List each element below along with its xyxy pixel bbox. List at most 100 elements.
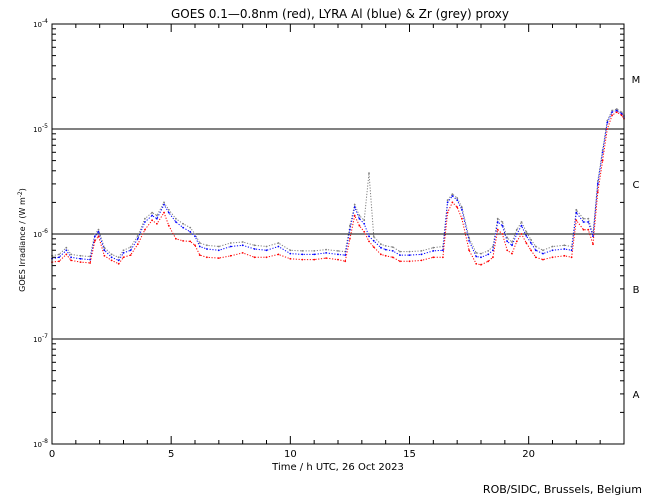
y-axis-ticks: 10-8 10-7 10-6 10-5 10-4 (33, 18, 624, 449)
data-point-lyra_zr (117, 256, 120, 259)
y-axis-label-main: GOES Irradiance / (W m (18, 197, 27, 292)
data-point-lyra_al (611, 111, 613, 113)
data-point-goes (144, 228, 146, 231)
data-point-lyra_zr (525, 230, 528, 233)
data-point-goes (520, 233, 523, 235)
data-point-goes (530, 249, 532, 252)
data-point-lyra_al (384, 248, 387, 251)
data-point-lyra_zr (487, 250, 490, 252)
data-point-lyra_al (468, 240, 470, 242)
data-point-lyra_al (110, 256, 113, 259)
data-point-lyra_al (496, 221, 499, 223)
y-axis-label-close: ) (18, 188, 27, 191)
data-point-goes (301, 258, 304, 261)
data-point-goes (163, 211, 165, 214)
data-point-goes (511, 252, 513, 255)
x-tick-label: 5 (168, 449, 174, 460)
data-point-lyra_zr (182, 222, 185, 225)
data-point-lyra_al (151, 214, 154, 217)
series-layer (51, 108, 625, 266)
data-point-goes (313, 258, 316, 261)
data-point-goes (525, 242, 528, 244)
data-point-lyra_zr (103, 246, 106, 249)
data-point-lyra_zr (480, 252, 482, 255)
data-point-goes (325, 257, 327, 259)
data-point-goes (615, 111, 618, 113)
data-point-lyra_al (65, 249, 68, 252)
data-point-lyra_al (349, 228, 351, 231)
data-point-lyra_al (511, 244, 513, 247)
data-point-goes (70, 259, 72, 262)
data-point-lyra_al (592, 235, 594, 238)
data-point-lyra_al (368, 235, 370, 238)
data-point-lyra_al (615, 109, 618, 112)
data-point-lyra_al (551, 249, 554, 252)
data-point-lyra_zr (206, 244, 208, 247)
credit-text: ROB/SIDC, Brussels, Belgium (483, 483, 642, 496)
data-point-lyra_zr (241, 241, 244, 243)
data-point-goes (136, 243, 139, 246)
data-point-lyra_zr (391, 246, 394, 249)
data-point-lyra_zr (289, 249, 292, 252)
data-point-goes (475, 262, 478, 265)
data-point-lyra_zr (520, 221, 523, 223)
data-point-lyra_zr (163, 201, 165, 204)
data-point-lyra_zr (129, 246, 132, 249)
flare-class-label-0: A (633, 390, 640, 401)
series-lyra_zr (51, 108, 625, 259)
data-point-lyra_zr (229, 242, 232, 244)
data-point-goes (189, 240, 192, 243)
data-point-goes (182, 240, 185, 242)
data-point-lyra_al (620, 112, 623, 115)
data-point-goes (194, 244, 196, 247)
data-point-lyra_zr (420, 250, 423, 252)
data-point-goes (229, 254, 232, 257)
data-point-lyra_zr (94, 233, 96, 235)
data-point-lyra_zr (301, 250, 304, 252)
data-point-lyra_al (313, 253, 316, 256)
data-point-goes (156, 222, 158, 225)
data-point-goes (515, 240, 518, 243)
data-point-lyra_zr (110, 253, 113, 256)
data-point-goes (117, 262, 120, 265)
data-point-goes (432, 256, 435, 259)
data-point-goes (487, 260, 490, 263)
data-point-goes (606, 128, 609, 130)
data-point-lyra_al (241, 244, 244, 247)
data-point-goes (363, 230, 366, 233)
data-point-lyra_zr (596, 180, 599, 182)
data-point-lyra_al (420, 253, 423, 256)
series-line-lyra_al (51, 109, 625, 262)
data-point-lyra_zr (380, 243, 382, 246)
y-axis-label: GOES Irradiance / (W m-2) (17, 188, 27, 292)
data-point-lyra_zr (313, 250, 316, 252)
chart-title: GOES 0.1—0.8nm (red), LYRA Al (blue) & Z… (171, 7, 509, 21)
data-point-goes (534, 256, 537, 259)
data-point-lyra_zr (337, 250, 339, 252)
data-point-lyra_zr (70, 253, 72, 256)
data-point-lyra_zr (265, 245, 268, 248)
data-point-lyra_al (525, 235, 528, 237)
data-point-lyra_al (198, 245, 201, 248)
data-point-lyra_al (156, 217, 158, 220)
data-point-lyra_zr (189, 226, 192, 229)
data-point-lyra_zr (496, 217, 499, 220)
data-point-lyra_zr (277, 242, 280, 244)
data-point-lyra_zr (492, 245, 494, 248)
data-point-lyra_zr (363, 219, 366, 222)
data-point-goes (241, 252, 244, 254)
data-point-goes (151, 219, 154, 222)
data-point-goes (551, 256, 554, 259)
data-point-lyra_zr (620, 111, 623, 113)
data-point-lyra_zr (372, 235, 375, 238)
data-point-lyra_zr (136, 235, 139, 237)
data-point-lyra_zr (368, 172, 370, 175)
data-point-lyra_al (456, 199, 459, 202)
data-point-lyra_al (325, 252, 327, 254)
data-point-goes (94, 240, 96, 242)
data-point-lyra_al (94, 235, 96, 238)
data-point-lyra_zr (575, 208, 578, 211)
data-point-lyra_al (58, 256, 60, 259)
y-tick-label: 10-5 (33, 123, 48, 134)
data-point-goes (592, 243, 594, 246)
